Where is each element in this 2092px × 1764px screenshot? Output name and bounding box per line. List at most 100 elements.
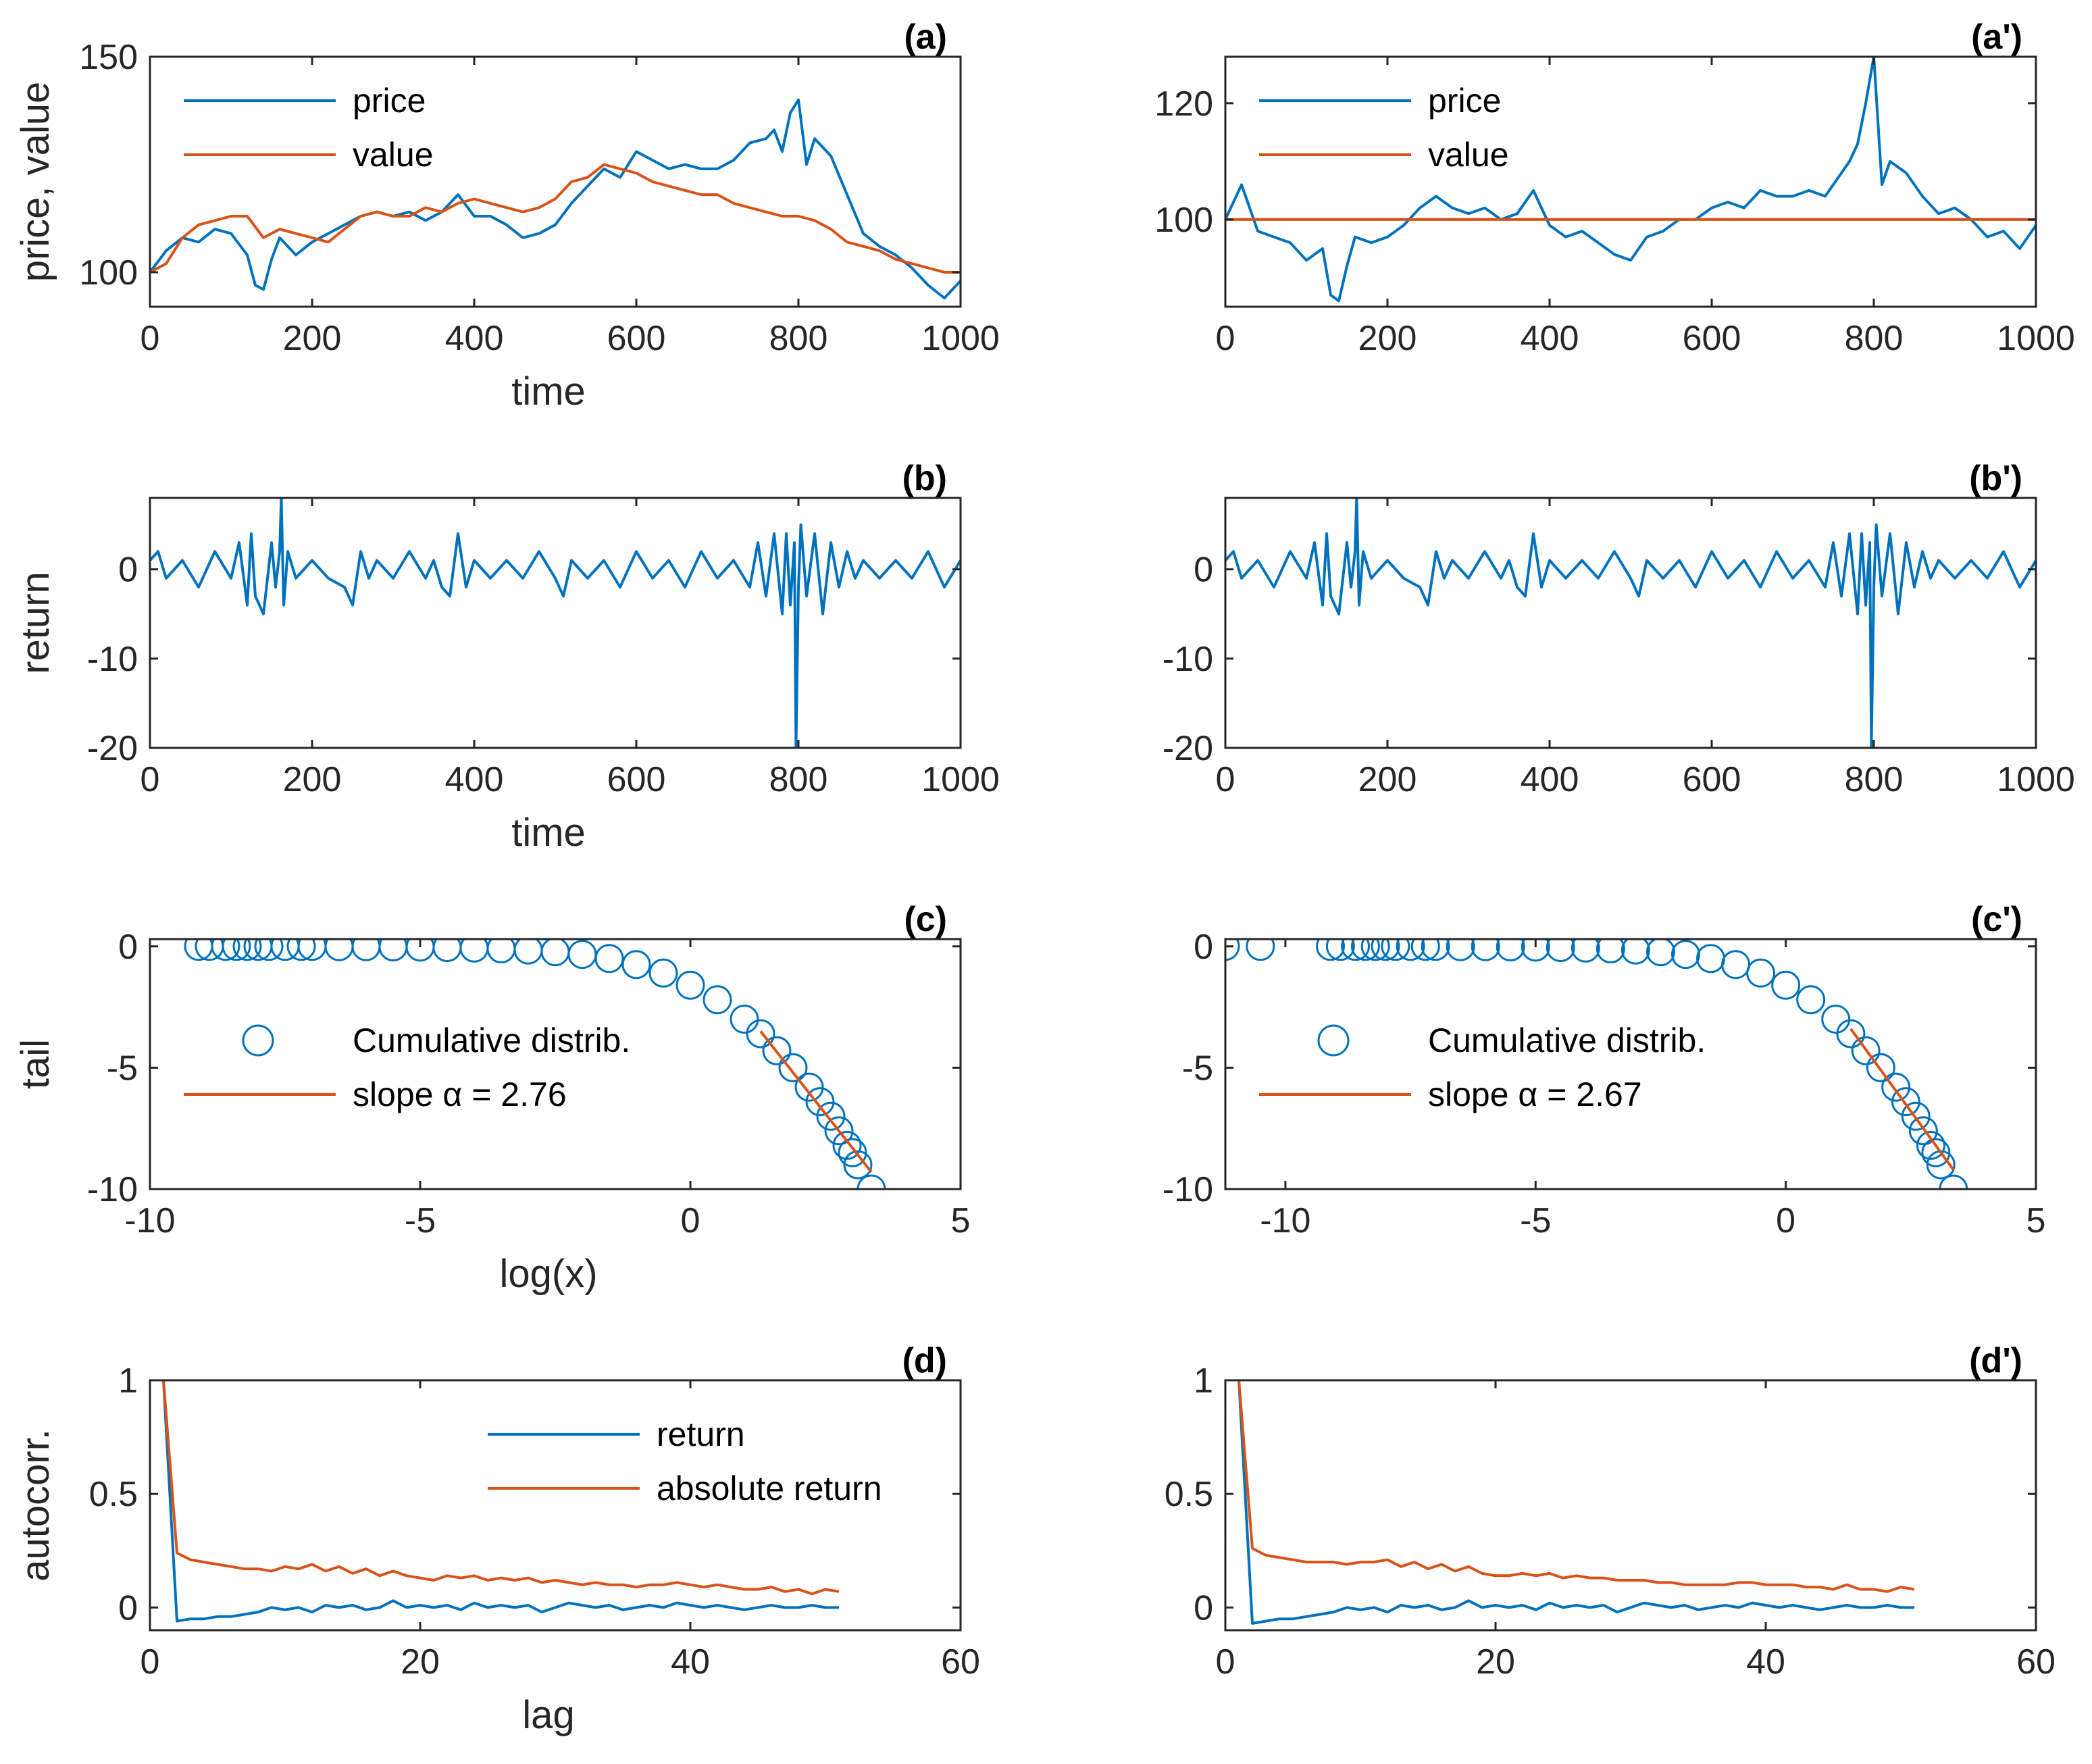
data-point [1316,939,1346,961]
x-tick-label: 40 [1746,1642,1785,1682]
data-point [1836,1019,1866,1049]
data-point [832,1130,862,1160]
panel-title: (b') [1969,459,2022,498]
data-point [843,1150,873,1180]
y-axis-label: tail [14,1039,57,1089]
x-tick-label: 0 [1216,1642,1235,1682]
x-tick-label: 0 [141,760,160,799]
legend-label: price [1428,82,1501,120]
series-line-slope- [1849,1028,1955,1171]
x-tick-label: 800 [769,319,828,358]
series-line-absolute-return [1238,1380,1915,1593]
data-point [1939,1174,1968,1189]
x-tick-label: 800 [769,760,828,799]
data-point [232,939,262,961]
panel-b: 0 200 400 600 800 1000 -20 -10 0 (b) time return [14,459,1000,855]
legend-label: slope α = 2.76 [353,1076,567,1113]
x-tick-label: 400 [445,319,504,358]
panel-d: 0 20 40 60 0 0.5 1 (d) lag autocorr. return absolut… [14,1341,980,1737]
axes-frame [149,1379,962,1632]
data-point [254,939,284,961]
y-tick-label: -10 [1163,1170,1213,1209]
y-tick-label: 0 [118,1588,138,1628]
y-axis-label: return [14,572,57,674]
panel-title: (c) [904,900,947,939]
panel-title: (b) [902,459,947,498]
data-point [746,1019,775,1049]
x-tick-label: 1000 [921,760,1000,799]
y-tick-label: -10 [87,1170,138,1209]
y-tick-label: 0 [1194,551,1213,590]
plot-area [162,1380,840,1623]
plot-area [1225,498,2036,748]
data-point [1721,950,1751,980]
data-point [1446,939,1475,961]
data-point [1225,939,1240,961]
y-tick-label: 1 [118,1361,138,1401]
x-tick-label: 0 [141,1642,160,1682]
plot-area [1238,1380,1915,1625]
x-axis-label: time [511,811,586,855]
series-line-return [1225,498,2036,748]
data-point [1881,1072,1911,1102]
x-tick-label: 60 [941,1642,980,1682]
plot-area [184,939,886,1189]
data-point [1371,939,1400,961]
data-point [1325,939,1355,961]
y-tick-label: 0.5 [89,1475,138,1514]
data-point [1360,939,1390,961]
data-point [211,939,240,961]
x-tick-label: -10 [124,1201,175,1240]
x-tick-label: 400 [445,760,504,799]
data-point [730,1005,759,1034]
x-tick-label: 200 [1358,760,1417,799]
series-line-absolute-return [162,1380,840,1596]
panel-d2: 0 20 40 60 0 0.5 1 (d') [1165,1341,2056,1682]
data-point [1596,939,1625,963]
x-tick-label: 5 [2026,1201,2046,1240]
data-point [1421,939,1450,961]
data-point [1521,939,1550,962]
y-tick-label: 1 [1194,1361,1213,1401]
data-point [1246,939,1275,961]
data-point [1901,1101,1931,1131]
legend-label: value [353,136,434,174]
panel-c: -10 -5 0 5 -10 -5 0 (c) log(x) tail Cumulative dis… [14,900,970,1296]
panel-title: (d') [1969,1341,2022,1380]
x-tick-label: 20 [401,1642,440,1682]
x-tick-label: 200 [1358,319,1417,358]
x-tick-label: 0 [1216,319,1235,358]
y-tick-label: -20 [1163,729,1213,768]
data-point [1771,970,1801,1000]
data-point [1546,939,1575,963]
series-line-price [1225,57,2036,303]
x-axis-label: log(x) [499,1252,597,1296]
y-tick-label: 0 [1194,928,1213,967]
data-point [1381,939,1410,961]
data-point [351,939,381,961]
data-point [1670,940,1700,969]
y-tick-label: -5 [1182,1049,1213,1088]
series-line-return [1238,1380,1914,1625]
data-point [816,1101,846,1131]
x-tick-label: 20 [1476,1642,1515,1682]
legend: return absolute return [488,1415,882,1507]
y-tick-label: 0 [1194,1588,1213,1628]
data-point [838,1138,867,1167]
legend-label: Cumulative distrib. [353,1022,630,1059]
x-tick-label: 600 [607,760,666,799]
x-tick-label: -5 [405,1201,436,1240]
y-tick-label: -20 [87,729,138,768]
y-tick-label: -10 [1163,640,1213,679]
x-tick-label: 600 [1683,319,1741,358]
data-point [857,1174,886,1189]
legend-label: value [1428,136,1509,174]
axes-frame [149,497,962,749]
data-point [1696,944,1726,974]
y-tick-label: 100 [79,253,138,293]
axes-frame [149,55,962,308]
data-point [1496,939,1525,961]
data-point [1796,985,1826,1015]
data-point [805,1087,835,1117]
